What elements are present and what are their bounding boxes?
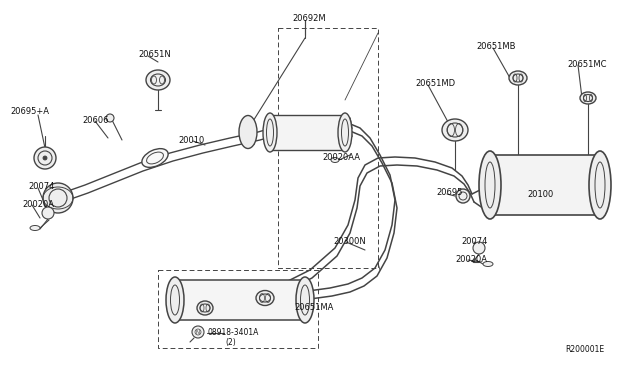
Text: 20010: 20010 bbox=[178, 136, 204, 145]
Text: 20020AA: 20020AA bbox=[322, 153, 360, 162]
Text: 20300N: 20300N bbox=[333, 237, 365, 246]
Text: 20651MC: 20651MC bbox=[567, 60, 607, 69]
Text: 20695+A: 20695+A bbox=[10, 107, 49, 116]
Circle shape bbox=[43, 156, 47, 160]
Circle shape bbox=[43, 183, 73, 213]
Text: 20651MA: 20651MA bbox=[294, 303, 333, 312]
Ellipse shape bbox=[331, 157, 339, 163]
Text: 20651MB: 20651MB bbox=[476, 42, 515, 51]
Ellipse shape bbox=[483, 262, 493, 266]
Ellipse shape bbox=[166, 277, 184, 323]
Ellipse shape bbox=[142, 149, 168, 167]
Circle shape bbox=[42, 207, 54, 219]
Circle shape bbox=[34, 147, 56, 169]
Text: 20651MD: 20651MD bbox=[415, 79, 455, 88]
Bar bbox=[490, 155, 600, 215]
Ellipse shape bbox=[589, 151, 611, 219]
Text: 20695: 20695 bbox=[436, 188, 462, 197]
Text: 20074: 20074 bbox=[461, 237, 488, 246]
Text: (2): (2) bbox=[225, 338, 236, 347]
Text: 20074: 20074 bbox=[28, 182, 54, 191]
Ellipse shape bbox=[479, 151, 501, 219]
Ellipse shape bbox=[146, 70, 170, 90]
Circle shape bbox=[106, 114, 114, 122]
Text: 20100: 20100 bbox=[527, 190, 553, 199]
Ellipse shape bbox=[263, 113, 277, 152]
Ellipse shape bbox=[509, 71, 527, 85]
Bar bbox=[270, 115, 345, 150]
Text: 20606: 20606 bbox=[82, 116, 109, 125]
Text: R200001E: R200001E bbox=[565, 345, 604, 354]
Circle shape bbox=[192, 326, 204, 338]
Ellipse shape bbox=[197, 301, 213, 315]
Circle shape bbox=[473, 242, 485, 254]
Text: 08918-3401A: 08918-3401A bbox=[207, 328, 259, 337]
Ellipse shape bbox=[296, 277, 314, 323]
Ellipse shape bbox=[30, 225, 40, 231]
Ellipse shape bbox=[256, 291, 274, 305]
Text: 20692M: 20692M bbox=[292, 14, 326, 23]
Text: 20020A: 20020A bbox=[455, 255, 487, 264]
Ellipse shape bbox=[239, 115, 257, 148]
Ellipse shape bbox=[442, 119, 468, 141]
Text: N: N bbox=[196, 330, 200, 334]
Text: 20651N: 20651N bbox=[138, 50, 171, 59]
Text: 20020A: 20020A bbox=[22, 200, 54, 209]
Ellipse shape bbox=[338, 113, 352, 152]
Ellipse shape bbox=[580, 92, 596, 104]
Circle shape bbox=[456, 189, 470, 203]
Bar bbox=[175, 280, 305, 320]
